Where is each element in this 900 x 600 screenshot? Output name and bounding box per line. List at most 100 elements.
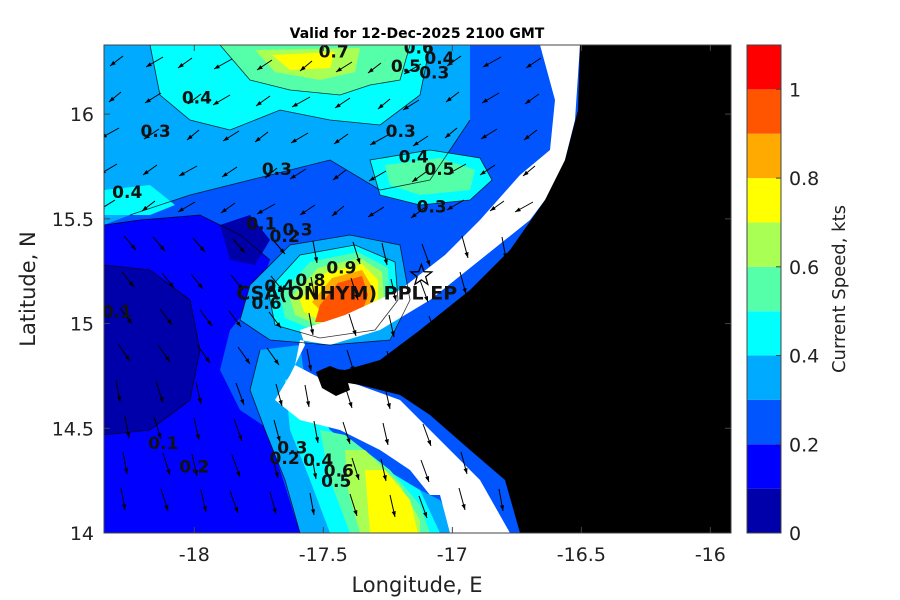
current-vector-head bbox=[142, 205, 148, 211]
current-vector-head bbox=[145, 98, 151, 103]
current-vector-head bbox=[310, 329, 314, 335]
current-vector-head bbox=[348, 402, 353, 408]
current-vector-head bbox=[272, 508, 277, 514]
current-vector-head bbox=[291, 138, 297, 143]
current-vector-head bbox=[278, 400, 283, 406]
current-vector-head bbox=[384, 439, 389, 445]
current-vector-head bbox=[146, 62, 152, 67]
contour-label: 0.5 bbox=[391, 57, 421, 77]
current-vector-head bbox=[290, 174, 296, 179]
current-vector-head bbox=[236, 321, 241, 327]
current-vector-head bbox=[431, 368, 435, 374]
current-vector-head bbox=[164, 505, 169, 511]
current-vector-head bbox=[197, 398, 202, 404]
y-tick-label: 15 bbox=[70, 314, 94, 336]
current-vector-head bbox=[168, 282, 174, 288]
contour-label: 0.8 bbox=[295, 271, 325, 291]
contour-line bbox=[249, 349, 301, 533]
current-vector-head bbox=[125, 355, 130, 361]
current-vector-head bbox=[383, 259, 388, 265]
contour-label: 0.2 bbox=[179, 457, 209, 477]
current-vector-head bbox=[256, 101, 262, 106]
current-vector-head bbox=[334, 139, 340, 144]
current-vector-head bbox=[188, 98, 194, 104]
current-vector-head bbox=[482, 98, 488, 103]
current-vector-head bbox=[126, 432, 130, 438]
current-vector-head bbox=[159, 245, 165, 251]
colorbar-segment bbox=[747, 444, 781, 489]
contour-label: 0.4 bbox=[424, 49, 454, 69]
current-vector-head bbox=[413, 141, 419, 146]
current-vector-head bbox=[257, 65, 263, 70]
current-vector-head bbox=[370, 140, 376, 145]
current-vector-head bbox=[497, 361, 501, 367]
contour-label: 0.3 bbox=[282, 221, 312, 241]
contour-line bbox=[149, 45, 431, 131]
current-vector-head bbox=[542, 506, 547, 512]
current-vector-head bbox=[502, 469, 506, 475]
colorbar-label: Current Speed, kts bbox=[829, 205, 850, 373]
contour-line bbox=[369, 149, 493, 206]
current-vector-head bbox=[117, 396, 121, 402]
contour-label: 0.3 bbox=[419, 64, 449, 84]
speed-band-0-4-west bbox=[104, 185, 175, 215]
current-vector-head bbox=[467, 396, 472, 402]
current-vector-head bbox=[368, 212, 374, 217]
current-vector-head bbox=[236, 471, 240, 477]
speed-band-0-5-east bbox=[385, 158, 475, 195]
current-vector-head bbox=[300, 65, 306, 71]
current-vector-head bbox=[404, 69, 410, 74]
current-vector-head bbox=[239, 247, 245, 253]
colorbar-segment bbox=[747, 133, 781, 179]
colorbar-segment bbox=[747, 89, 781, 134]
current-vector-head bbox=[197, 283, 203, 289]
land-cape-verde-peninsula bbox=[316, 366, 350, 396]
current-vector-head bbox=[333, 174, 339, 180]
speed-band-0-9-eddy bbox=[315, 276, 368, 322]
speed-band-0-0-west bbox=[104, 265, 200, 435]
current-vector-head bbox=[314, 257, 318, 263]
current-vector-head bbox=[490, 206, 496, 211]
current-vector-head bbox=[122, 504, 126, 510]
current-vector-head bbox=[277, 285, 283, 291]
current-vector-head bbox=[546, 434, 551, 440]
current-vector-head bbox=[368, 67, 374, 73]
current-vector-head bbox=[336, 67, 342, 72]
current-vector-head bbox=[240, 399, 244, 405]
current-vector-head bbox=[245, 358, 250, 364]
current-vector-head bbox=[463, 468, 468, 474]
current-vector-head bbox=[124, 468, 128, 474]
no-data-coastal-band bbox=[275, 45, 580, 533]
current-vector-head bbox=[311, 509, 315, 515]
current-vector-head bbox=[429, 404, 433, 410]
current-vector-head bbox=[178, 63, 184, 68]
current-vector-head bbox=[109, 96, 115, 102]
current-vector-head bbox=[257, 209, 263, 214]
current-vector-head bbox=[504, 433, 508, 439]
y-axis-ticks: 14 14.5 15 15.5 16 bbox=[52, 104, 731, 545]
contour-label: 0.1 bbox=[102, 302, 132, 322]
current-vector-head bbox=[523, 170, 529, 176]
current-vector-head bbox=[412, 177, 418, 182]
current-vector-head bbox=[221, 208, 227, 213]
current-vector-head bbox=[524, 134, 530, 140]
x-tick-label: -17.5 bbox=[299, 544, 348, 566]
contour-line bbox=[239, 234, 411, 346]
x-tick-label: -16.5 bbox=[557, 544, 606, 566]
current-vector-head bbox=[391, 511, 396, 517]
map-plot-area: 0.7 0.60.5 0.40.30.40.3 0.30.40.50.30.40.30… bbox=[102, 45, 731, 533]
current-vector-head bbox=[481, 134, 487, 139]
current-vector-head bbox=[205, 357, 210, 363]
current-vector-head bbox=[127, 318, 132, 324]
current-vector-head bbox=[382, 475, 387, 481]
colorbar-segment bbox=[747, 399, 781, 445]
current-vector-head bbox=[469, 360, 474, 366]
contour-line bbox=[267, 244, 399, 339]
current-vector-head bbox=[356, 258, 361, 264]
y-tick-label: 14 bbox=[70, 523, 94, 545]
colorbar-segment bbox=[747, 178, 781, 223]
current-vector-arrow bbox=[104, 127, 120, 137]
current-vector-head bbox=[425, 476, 429, 482]
contour-labels: 0.7 0.60.5 0.40.30.40.3 0.30.40.50.30.40.30… bbox=[102, 45, 455, 492]
current-vector-head bbox=[461, 504, 466, 510]
